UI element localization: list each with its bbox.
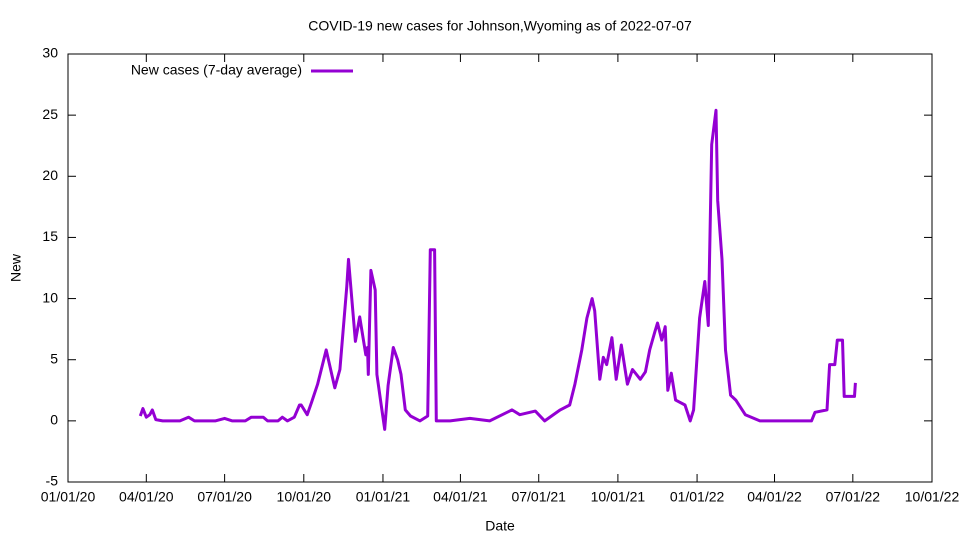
x-tick-label: 04/01/21 [433, 489, 488, 505]
legend-label: New cases (7-day average) [131, 62, 302, 78]
x-tick-label: 01/01/22 [670, 489, 725, 505]
x-tick-label: 04/01/22 [747, 489, 802, 505]
y-axis-label: New [8, 253, 24, 282]
y-tick-label: 25 [42, 106, 58, 122]
y-tick-label: 5 [50, 350, 58, 366]
y-tick-label: 15 [42, 228, 58, 244]
x-tick-label: 07/01/20 [197, 489, 252, 505]
x-axis-label: Date [485, 518, 515, 534]
x-tick-label: 10/01/21 [591, 489, 646, 505]
x-tick-label: 07/01/22 [826, 489, 881, 505]
x-tick-label: 04/01/20 [119, 489, 174, 505]
y-tick-label: -5 [46, 473, 59, 489]
y-tick-label: 20 [42, 167, 58, 183]
x-tick-label: 01/01/20 [41, 489, 96, 505]
x-tick-label: 01/01/21 [356, 489, 411, 505]
chart-title: COVID-19 new cases for Johnson,Wyoming a… [308, 18, 692, 34]
data-line [138, 108, 857, 431]
y-tick-label: 30 [42, 45, 58, 61]
y-tick-label: 10 [42, 289, 58, 305]
x-tick-label: 10/01/20 [277, 489, 332, 505]
y-tick-label: 0 [50, 412, 58, 428]
x-tick-label: 07/01/21 [511, 489, 566, 505]
plot-frame [67, 53, 933, 483]
x-tick-label: 10/01/22 [905, 489, 960, 505]
